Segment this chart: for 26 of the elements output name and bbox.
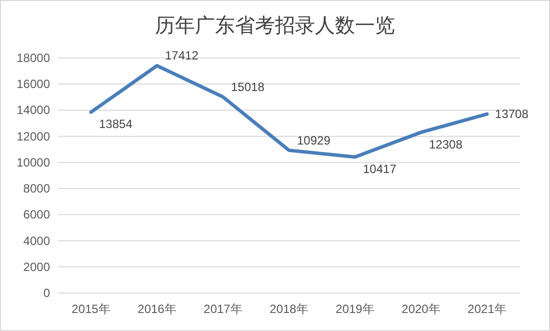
y-tick-label: 14000 [16,103,50,118]
y-tick-label: 10000 [16,155,50,170]
y-tick-label: 0 [43,286,50,300]
x-tick-label: 2020年 [402,302,440,316]
x-tick-label: 2019年 [336,302,374,316]
data-label: 13854 [99,117,133,132]
y-tick-label: 12000 [16,129,50,144]
y-tick-label: 18000 [16,51,50,65]
data-label: 10929 [297,133,331,148]
data-label: 12308 [429,137,463,152]
data-label: 13708 [495,107,529,122]
data-label: 10417 [363,162,397,176]
data-label: 15018 [231,80,265,94]
x-tick-label: 2016年 [138,302,176,316]
y-tick-label: 16000 [16,77,50,92]
chart-title: 历年广东省考招录人数一览 [155,13,395,37]
x-tick-label: 2018年 [270,302,308,316]
y-tick-label: 6000 [23,208,50,222]
data-label: 17412 [165,48,199,63]
y-tick-label: 4000 [23,234,50,248]
x-tick-label: 2015年 [72,302,110,316]
y-tick-label: 8000 [23,182,50,196]
x-tick-label: 2017年 [204,302,242,316]
line-series [89,64,489,159]
x-tick-label: 2021年 [468,302,506,316]
y-tick-label: 2000 [23,260,50,274]
